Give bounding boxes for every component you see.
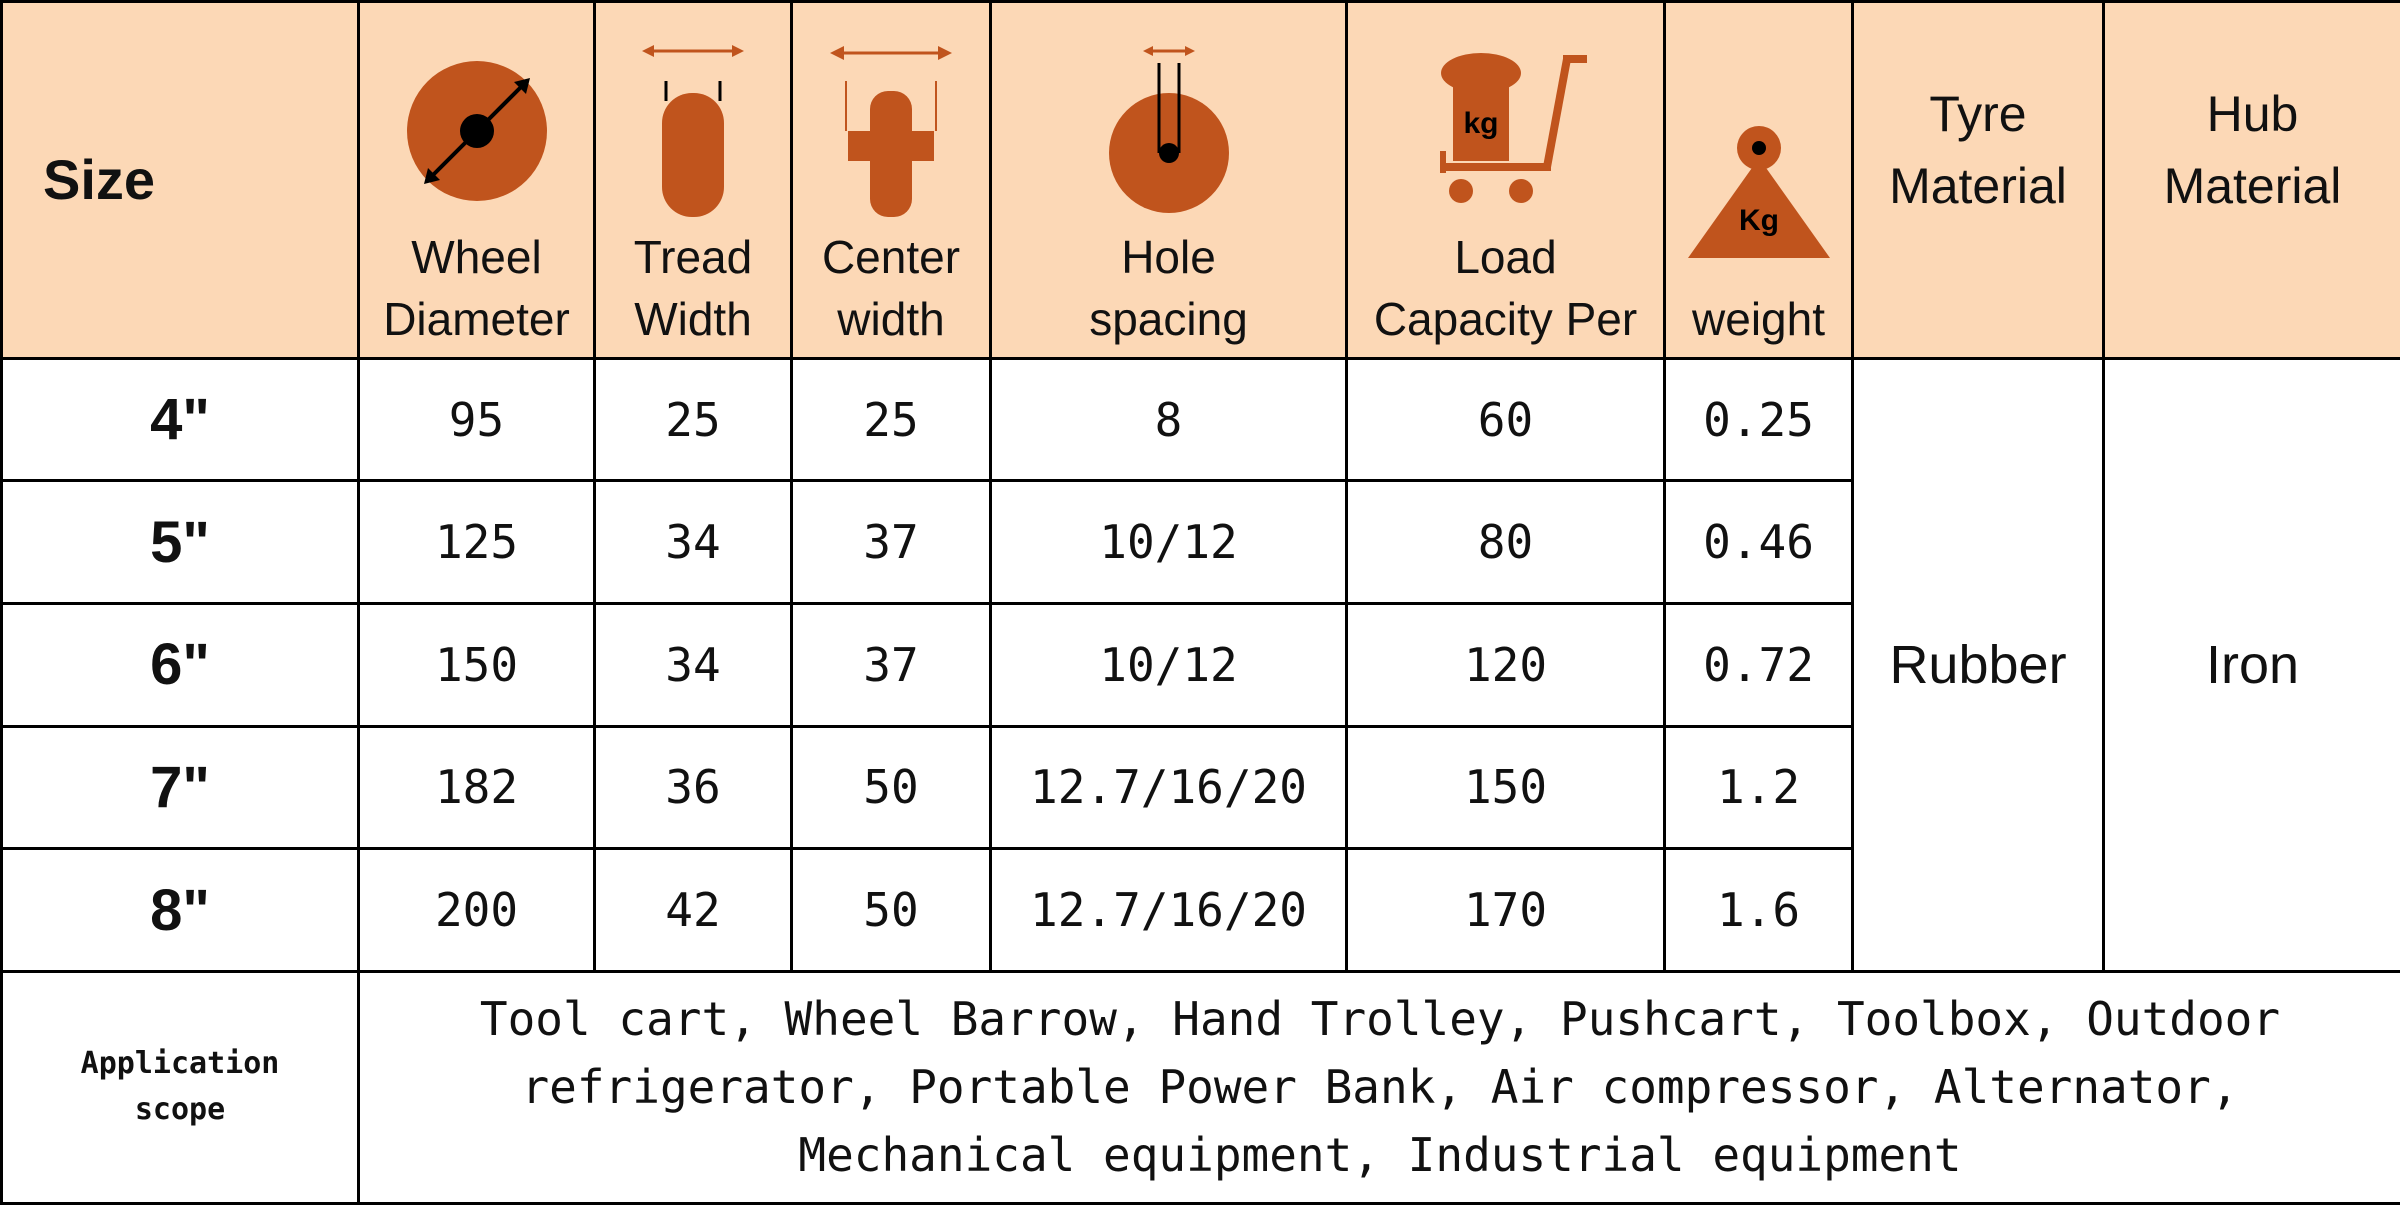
center-width-icon: [826, 36, 956, 226]
tread-width-header: Tread Width: [593, 0, 793, 360]
wheel-diameter-cell: 182: [357, 724, 596, 851]
wheel-diameter-cell: 200: [357, 847, 596, 973]
wheel-diameter-cell: 125: [357, 479, 596, 605]
application-scope-text: Tool cart, Wheel Barrow, Hand Trolley, P…: [357, 969, 2400, 1205]
tyre-material-label: Tyre Material: [1889, 85, 2067, 214]
size-cell: 6": [0, 601, 360, 728]
table-row: 8" 200 42 50 12.7/16/20 170 1.6: [0, 847, 2400, 973]
tread-width-icon: [638, 36, 748, 226]
wheel-diameter-cell: 95: [357, 356, 596, 483]
hole-spacing-icon: [1099, 36, 1239, 226]
center-width-label: Center width: [821, 230, 961, 345]
wheel-diameter-icon: [402, 36, 552, 226]
center-width-cell: 50: [790, 724, 992, 851]
table-row: 5" 125 34 37 10/12 80 0.46: [0, 479, 2400, 605]
size-header-label: Size: [43, 148, 156, 212]
weight-cell: 0.46: [1663, 479, 1854, 605]
size-cell: 7": [0, 724, 360, 851]
header-row: Size Wheel Diameter: [0, 0, 2400, 360]
hole-spacing-cell: 12.7/16/20: [989, 847, 1348, 973]
load-capacity-label: Load Capacity Per: [1373, 230, 1638, 345]
hub-material-label: Hub Material: [2163, 85, 2342, 214]
hole-spacing-cell: 10/12: [989, 479, 1348, 605]
tread-width-cell: 36: [593, 724, 793, 851]
wheel-diameter-header: Wheel Diameter: [357, 0, 596, 360]
hole-spacing-header: Hole spacing: [989, 0, 1348, 360]
tyre-material-header: Tyre Material: [1851, 0, 2105, 360]
weight-icon: Kg: [1684, 98, 1834, 288]
load-capacity-cell: 120: [1345, 601, 1666, 728]
size-cell: 8": [0, 847, 360, 973]
weight-cell: 0.25: [1663, 356, 1854, 483]
load-capacity-cell: 150: [1345, 724, 1666, 851]
tread-width-cell: 34: [593, 601, 793, 728]
center-width-cell: 37: [790, 601, 992, 728]
load-capacity-cell: 170: [1345, 847, 1666, 973]
size-header: Size: [0, 0, 360, 360]
hole-spacing-cell: 8: [989, 356, 1348, 483]
weight-cell: 1.6: [1663, 847, 1854, 973]
svg-text:Kg: Kg: [1739, 204, 1779, 237]
application-scope-label: Application scope: [0, 969, 360, 1205]
hub-material-header: Hub Material: [2102, 0, 2400, 360]
hole-spacing-label: Hole spacing: [1089, 230, 1248, 345]
center-width-header: Center width: [790, 0, 992, 360]
size-cell: 4": [0, 356, 360, 483]
weight-cell: 1.2: [1663, 724, 1854, 851]
tread-width-cell: 25: [593, 356, 793, 483]
load-capacity-cell: 80: [1345, 479, 1666, 605]
load-capacity-cell: 60: [1345, 356, 1666, 483]
application-row: Application scope Tool cart, Wheel Barro…: [0, 969, 2400, 1205]
tyre-material-cell: Rubber: [1851, 356, 2105, 973]
wheel-diameter-label: Wheel Diameter: [383, 230, 570, 345]
size-cell: 5": [0, 479, 360, 605]
hole-spacing-cell: 12.7/16/20: [989, 724, 1348, 851]
center-width-cell: 50: [790, 847, 992, 973]
trolley-load-icon: kg: [1421, 36, 1591, 226]
table-row: 4" 95 25 25 8 60 0.25 Rubber Iron: [0, 356, 2400, 973]
tread-width-cell: 42: [593, 847, 793, 973]
table-row: 7" 182 36 50 12.7/16/20 150 1.2: [0, 724, 2400, 851]
center-width-cell: 25: [790, 356, 992, 483]
load-capacity-header: kg Load Capacity Per: [1345, 0, 1666, 360]
weight-header: Kg weight: [1663, 0, 1854, 360]
tread-width-label: Tread Width: [633, 230, 753, 345]
hole-spacing-cell: 10/12: [989, 601, 1348, 728]
weight-label: weight: [1692, 292, 1825, 345]
table-row: 6" 150 34 37 10/12 120 0.72: [0, 601, 2400, 728]
weight-cell: 0.72: [1663, 601, 1854, 728]
wheel-diameter-cell: 150: [357, 601, 596, 728]
center-width-cell: 37: [790, 479, 992, 605]
tread-width-cell: 34: [593, 479, 793, 605]
svg-text:kg: kg: [1463, 107, 1498, 140]
hub-material-cell: Iron: [2102, 356, 2400, 973]
